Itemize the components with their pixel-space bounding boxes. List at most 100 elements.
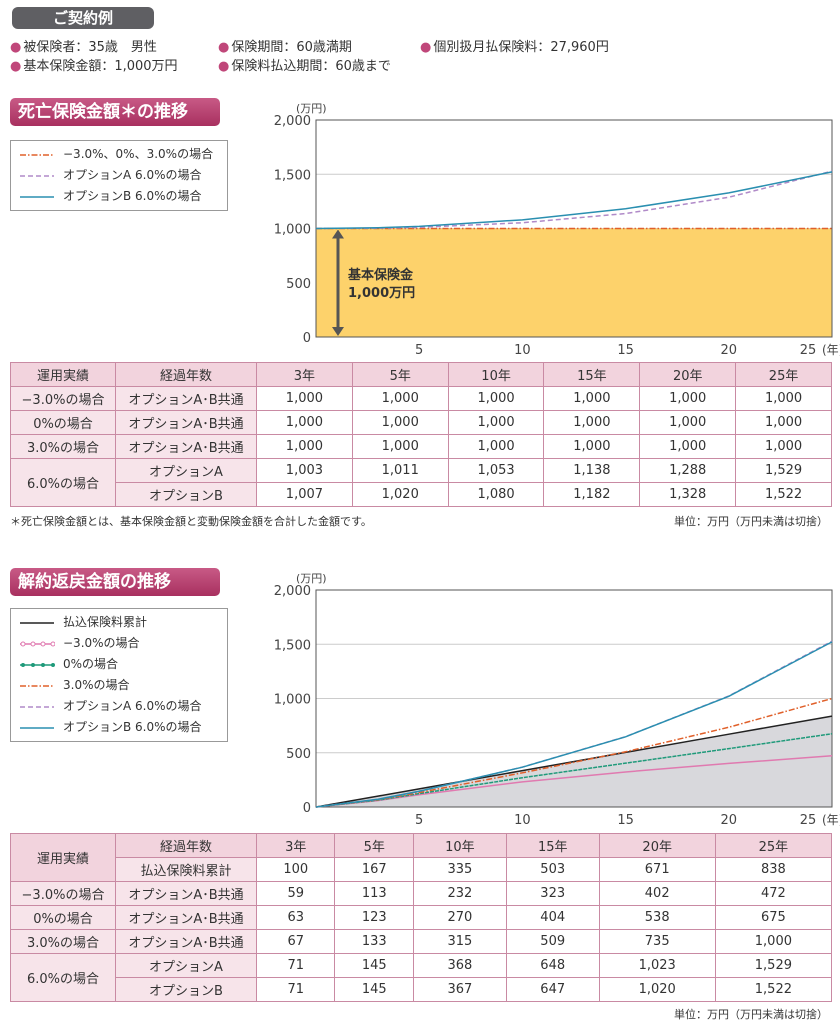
value-cell: 133 xyxy=(334,929,414,954)
row-label: −3.0%の場合 xyxy=(10,386,116,411)
header-year: 25年 xyxy=(735,362,832,387)
legend-item: −3.0%、0%、3.0%の場合 xyxy=(19,144,219,165)
legend-item: −3.0%の場合 xyxy=(19,633,219,654)
value-cell: 1,000 xyxy=(256,410,353,435)
table-row: −3.0%の場合 オプションA･B共通 59 113 232 323 402 472 xyxy=(10,881,833,906)
legend-label: オプションB 6.0%の場合 xyxy=(63,720,202,734)
paid-cell: 100 xyxy=(255,857,336,882)
value-cell: 145 xyxy=(334,977,414,1002)
series-line xyxy=(315,171,833,230)
x-tick-label: 20 xyxy=(721,343,738,358)
value-cell: 71 xyxy=(255,977,336,1002)
row-option: オプションA xyxy=(115,953,257,978)
contract-example-badge: ご契約例 xyxy=(12,7,154,29)
value-cell: 1,000 xyxy=(735,434,832,459)
legend-item: オプションB 6.0%の場合 xyxy=(19,717,219,738)
value-cell: 1,328 xyxy=(639,482,737,507)
base-amount-area xyxy=(316,228,832,337)
value-cell: 509 xyxy=(505,929,600,954)
x-tick-label: 15 xyxy=(617,813,634,828)
header-year: 20年 xyxy=(598,833,716,858)
header-years: 経過年数 xyxy=(115,833,257,858)
value-cell: 1,000 xyxy=(256,434,353,459)
value-cell: 315 xyxy=(412,929,507,954)
surrender-value-table: 運用実績 経過年数 3年 5年 10年 15年 20年 25年 払込保険料累計 100 167 335… xyxy=(10,833,833,1002)
value-cell: 1,000 xyxy=(639,434,737,459)
legend-item: オプションB 6.0%の場合 xyxy=(19,186,219,207)
value-cell: 1,053 xyxy=(447,458,545,483)
header-year: 5年 xyxy=(334,833,414,858)
value-cell: 735 xyxy=(598,929,716,954)
value-cell: 1,000 xyxy=(447,386,545,411)
value-cell: 67 xyxy=(255,929,336,954)
table-row: 3.0%の場合 オプションA･B共通 1,000 1,000 1,000 1,000 1,0… xyxy=(10,434,832,459)
y-tick-label: 2,000 xyxy=(274,584,311,599)
legend-item: オプションA 6.0%の場合 xyxy=(19,165,219,186)
surrender-value-chart: (万円) 0 500 1,000 1,500 2,000 5 10 15 20 25 (年) xyxy=(274,572,840,828)
row-option: オプションA xyxy=(115,458,257,483)
value-cell: 71 xyxy=(255,953,336,978)
base-amount-annotation: 1,000万円 xyxy=(348,286,415,301)
value-cell: 1,000 xyxy=(351,410,449,435)
value-cell: 1,000 xyxy=(351,386,449,411)
value-cell: 367 xyxy=(412,977,507,1002)
legend-line-icon xyxy=(20,174,54,177)
value-cell: 1,003 xyxy=(256,458,353,483)
row-option: オプションA･B共通 xyxy=(115,410,257,435)
value-cell: 1,529 xyxy=(735,458,832,483)
x-tick-label: 25 xyxy=(800,813,817,828)
row-label: 0%の場合 xyxy=(10,410,116,435)
header-year: 20年 xyxy=(639,362,737,387)
header-year: 15年 xyxy=(505,833,600,858)
legend-line-icon xyxy=(20,705,54,708)
value-cell: 123 xyxy=(334,905,414,930)
legend-line-icon xyxy=(20,621,54,624)
header-performance: 運用実績 xyxy=(10,362,116,387)
value-cell: 1,522 xyxy=(735,482,832,507)
row-label: 0%の場合 xyxy=(10,905,116,930)
header-year: 5年 xyxy=(351,362,449,387)
row-option: オプションA･B共通 xyxy=(115,881,257,906)
value-cell: 1,020 xyxy=(598,977,716,1002)
death-benefit-table: 運用実績 経過年数 3年 5年 10年 15年 20年 25年 −3.0%の場合 オプションA･B… xyxy=(10,362,832,507)
x-tick-label: 10 xyxy=(514,813,531,828)
paid-cell: 671 xyxy=(598,857,716,882)
value-cell: 1,000 xyxy=(543,434,641,459)
header-year: 3年 xyxy=(256,362,353,387)
row-option: オプションA･B共通 xyxy=(115,386,257,411)
row-label: 3.0%の場合 xyxy=(10,434,116,459)
x-tick-label: 20 xyxy=(721,813,738,828)
value-cell: 1,288 xyxy=(639,458,737,483)
value-cell: 402 xyxy=(598,881,716,906)
table-row: 0%の場合 オプションA･B共通 63 123 270 404 538 675 xyxy=(10,905,833,930)
legend-item: 0%の場合 xyxy=(19,654,219,675)
value-cell: 113 xyxy=(334,881,414,906)
contract-info: 被保険者：35歳 男性 xyxy=(10,36,157,55)
table-row: オプションB 1,007 1,020 1,080 1,182 1,328 1,522 xyxy=(11,482,832,507)
legend-line-icon xyxy=(20,641,55,646)
value-cell: 538 xyxy=(598,905,716,930)
legend-line-icon xyxy=(20,684,54,687)
paid-cell: 838 xyxy=(714,857,833,882)
row-label: −3.0%の場合 xyxy=(10,881,116,906)
value-cell: 1,080 xyxy=(447,482,545,507)
row-label: 3.0%の場合 xyxy=(10,929,116,954)
series-line xyxy=(315,170,833,230)
value-cell: 1,007 xyxy=(256,482,353,507)
y-tick-label: 500 xyxy=(286,747,311,762)
y-tick-label: 1,000 xyxy=(274,223,311,238)
legend-label: 払込保険料累計 xyxy=(63,615,148,629)
value-cell: 368 xyxy=(412,953,507,978)
value-cell: 472 xyxy=(714,881,833,906)
chart1-legend: −3.0%、0%、3.0%の場合 オプションA 6.0%の場合 オプションB 6.0… xyxy=(10,140,228,211)
x-tick-label: 5 xyxy=(415,813,423,828)
base-amount-annotation: 基本保険金 xyxy=(347,267,414,283)
contract-info: 保険期間：60歳満期 xyxy=(218,36,352,55)
y-tick-label: 0 xyxy=(303,331,311,346)
header-year: 10年 xyxy=(412,833,507,858)
value-cell: 1,000 xyxy=(639,386,737,411)
value-cell: 1,000 xyxy=(447,410,545,435)
header-year: 15年 xyxy=(543,362,641,387)
value-cell: 1,000 xyxy=(543,410,641,435)
footnote: ＊死亡保険金額とは、基本保険金額と変動保険金額を合計した金額です。 xyxy=(10,515,372,528)
